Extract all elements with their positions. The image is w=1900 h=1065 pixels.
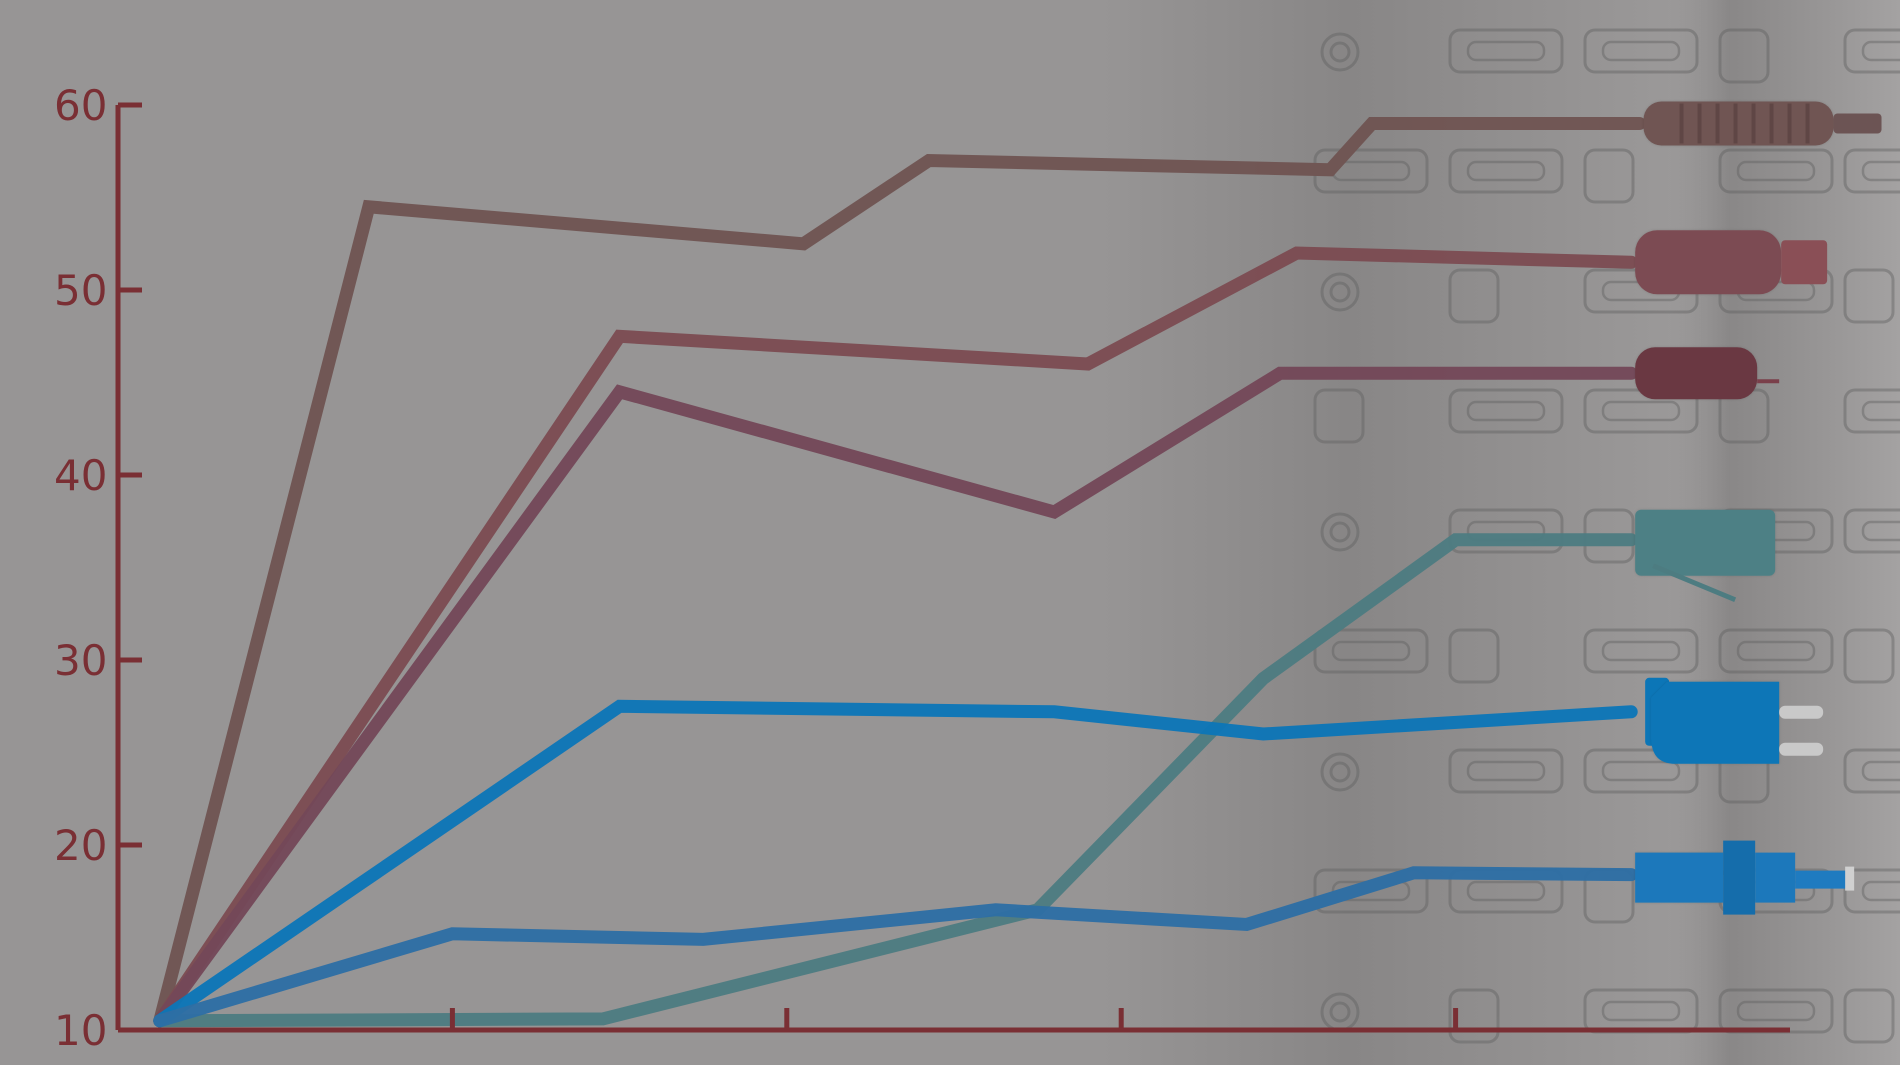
y-tick-label: 50: [54, 266, 107, 315]
port-icon-detail: [1861, 880, 1900, 902]
port-icon: [1843, 268, 1895, 324]
port-icon-detail: [1329, 521, 1351, 543]
port-icon: [1583, 28, 1699, 74]
port-icon: [1448, 748, 1564, 794]
port-icon-detail: [1861, 160, 1900, 182]
port-icon: [1313, 868, 1429, 914]
connector-plug-1-tip: [1833, 113, 1882, 134]
port-icon: [1313, 628, 1429, 674]
connector-plug-6-pin: [1845, 866, 1855, 891]
port-icon: [1448, 628, 1500, 684]
port-icon: [1843, 388, 1900, 434]
port-icon-detail: [1861, 520, 1900, 542]
connector-plug-3-body: [1635, 347, 1758, 400]
port-icon-detail: [1861, 40, 1900, 62]
connector-plug-5-prong: [1779, 742, 1824, 756]
port-icon-detail: [1861, 400, 1900, 422]
port-icon-detail: [1466, 880, 1546, 902]
series-lines: [153, 117, 1646, 1028]
port-icon-grid: [1313, 28, 1900, 1044]
port-icon-detail: [1329, 41, 1351, 63]
connector-plugs: [1635, 101, 1882, 915]
port-icon: [1583, 628, 1699, 674]
port-icon: [1313, 388, 1365, 444]
port-icon: [1583, 748, 1699, 794]
series-line-3: [153, 366, 1638, 1028]
port-icon: [1718, 28, 1770, 84]
port-icon: [1843, 748, 1900, 794]
right-port-panel-background: [1290, 0, 1900, 1065]
series-line-6: [153, 866, 1638, 1028]
port-icon: [1583, 148, 1635, 204]
connector-plug-6-collar: [1723, 840, 1756, 915]
port-icon-detail: [1601, 1000, 1681, 1022]
port-icon: [1448, 28, 1564, 74]
port-icon: [1320, 32, 1360, 72]
connector-plug-6-body: [1635, 852, 1724, 903]
port-icon: [1448, 988, 1500, 1044]
port-icon: [1448, 148, 1564, 194]
port-icon-detail: [1601, 400, 1681, 422]
port-icon: [1718, 148, 1834, 194]
port-icon-detail: [1466, 160, 1546, 182]
series-line-2: [153, 246, 1638, 1028]
port-icon-detail: [1331, 640, 1411, 662]
y-tick-label: 60: [54, 81, 107, 130]
port-icon: [1843, 988, 1895, 1044]
port-icon: [1843, 28, 1900, 74]
port-icon: [1843, 628, 1895, 684]
port-icon-detail: [1601, 40, 1681, 62]
connector-plug-2-body: [1635, 230, 1782, 295]
y-tick-label: 30: [54, 636, 107, 685]
series-line-4: [153, 533, 1638, 1028]
port-icon: [1843, 868, 1900, 914]
series-line-1: [153, 117, 1646, 1028]
port-icon-detail: [1466, 760, 1546, 782]
port-icon-detail: [1466, 400, 1546, 422]
connector-plug-2-tip: [1781, 240, 1828, 285]
connector-plug-5-body: [1651, 681, 1780, 764]
port-icon: [1320, 752, 1360, 792]
port-icon-detail: [1601, 640, 1681, 662]
connector-plug-5-prong: [1779, 705, 1824, 719]
port-icon-detail: [1736, 1000, 1816, 1022]
y-tick-label: 20: [54, 821, 107, 870]
port-icon: [1448, 268, 1500, 324]
port-icon-detail: [1329, 281, 1351, 303]
connector-plug-6-tip: [1795, 870, 1850, 889]
port-icon-detail: [1736, 640, 1816, 662]
port-icon: [1843, 508, 1900, 554]
port-icon: [1320, 272, 1360, 312]
port-icon: [1718, 628, 1834, 674]
y-tick-labels: 10 20 30 40 50 60: [54, 81, 107, 1055]
port-icon-detail: [1329, 1001, 1351, 1023]
port-icon-detail: [1861, 760, 1900, 782]
port-icon: [1448, 388, 1564, 434]
connector-plug-6-head: [1755, 852, 1796, 903]
port-icon-detail: [1329, 761, 1351, 783]
y-tick-label: 40: [54, 451, 107, 500]
port-icon: [1320, 512, 1360, 552]
connector-plug-4-body: [1635, 509, 1776, 576]
axes: [115, 102, 1790, 1033]
port-icon: [1843, 148, 1900, 194]
port-icon-detail: [1466, 40, 1546, 62]
connector-plug-4-cable: [1652, 563, 1737, 603]
port-icon: [1448, 508, 1564, 554]
series-line-5: [153, 699, 1638, 1028]
port-icon-detail: [1736, 160, 1816, 182]
connector-plug-1-body: [1643, 101, 1834, 146]
y-tick-label: 10: [54, 1006, 107, 1055]
port-icon-detail: [1601, 760, 1681, 782]
